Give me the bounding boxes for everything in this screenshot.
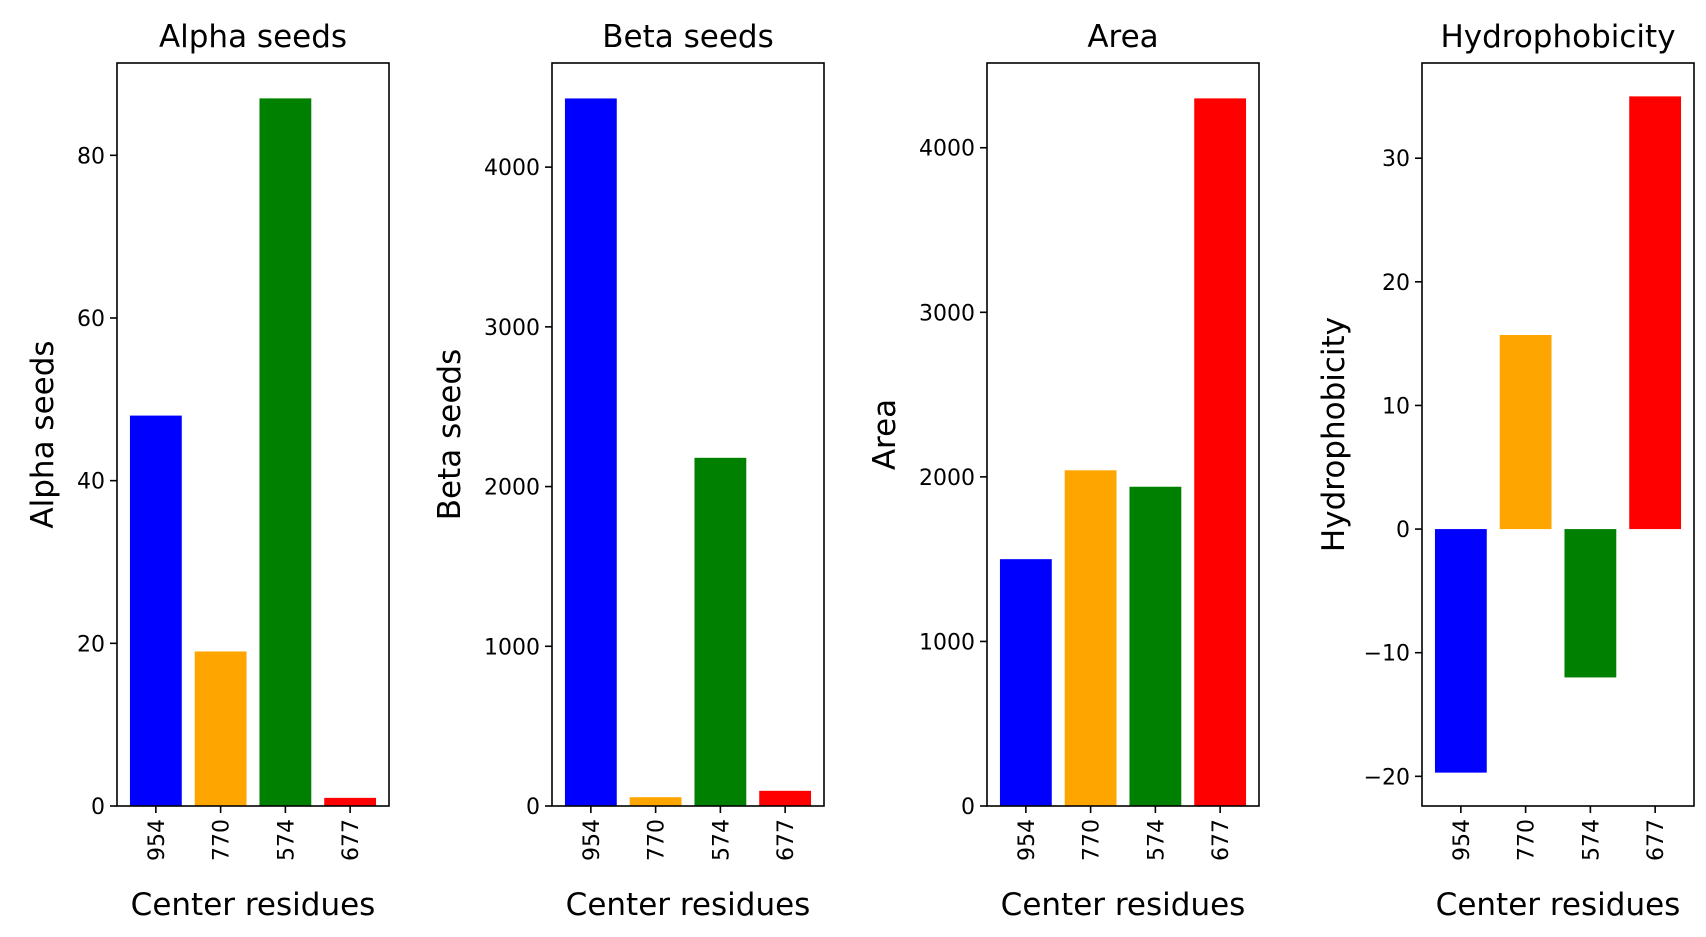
bar-954: [129, 415, 182, 806]
y-tick-label: 20: [1382, 271, 1410, 296]
bar-954: [564, 98, 617, 806]
bar-954: [999, 559, 1052, 806]
y-tick-label: 2000: [919, 466, 975, 491]
x-axis-label: Center residues: [566, 887, 811, 923]
plot-frame: [551, 62, 825, 807]
chart-panel-2: 0 1000 2000 3000 4000 954 770 574 677 Beta seeds C…: [432, 19, 825, 923]
y-axis-label: Beta seeds: [432, 349, 468, 520]
y-tick-label: 0: [1396, 518, 1410, 543]
y-tick-label: 60: [77, 307, 105, 332]
chart-panel-1: 0 20 40 60 80 954 770 574 677 Alpha seeds Center r…: [25, 19, 390, 923]
x-tick-label: 574: [1579, 819, 1604, 861]
bar-770: [1499, 334, 1552, 530]
chart-title: Hydrophobicity: [1440, 19, 1675, 55]
chart-title: Beta seeds: [602, 19, 773, 55]
bar-574: [1564, 529, 1617, 678]
x-tick-label: 770: [1080, 819, 1105, 861]
x-tick-label: 770: [645, 819, 670, 861]
chart-title: Alpha seeds: [159, 19, 347, 55]
x-tick-label: 954: [1015, 819, 1040, 861]
y-axis-label: Hydrophobicity: [1316, 317, 1352, 552]
chart-title: Area: [1087, 19, 1158, 55]
x-tick-label: 954: [1450, 819, 1475, 861]
y-axis-label: Area: [867, 399, 903, 470]
x-axis-label: Center residues: [1001, 887, 1246, 923]
bar-574: [1129, 486, 1182, 806]
y-tick-label: −10: [1364, 642, 1410, 667]
plot-frame: [1421, 62, 1695, 807]
y-tick-label: 20: [77, 632, 105, 657]
x-tick-label: 677: [774, 819, 799, 861]
y-tick-label: −20: [1364, 765, 1410, 790]
y-tick-label: 80: [77, 144, 105, 169]
y-tick-label: 10: [1382, 394, 1410, 419]
bar-677: [324, 797, 377, 806]
bar-677: [1194, 98, 1247, 806]
plot-frame: [986, 62, 1260, 807]
y-tick-label: 0: [961, 795, 975, 820]
chart-panel-4: −20 −10 0 10 20 30 954 770 574 677 Hydrophobicity C…: [1316, 19, 1695, 923]
x-tick-label: 574: [274, 819, 299, 861]
y-tick-label: 40: [77, 470, 105, 495]
bar-574: [694, 457, 747, 806]
x-tick-label: 574: [1144, 819, 1169, 861]
bar-770: [629, 797, 682, 806]
y-tick-label: 1000: [919, 630, 975, 655]
bar-770: [1064, 470, 1117, 806]
y-tick-label: 4000: [919, 137, 975, 162]
y-tick-label: 2000: [484, 476, 540, 501]
bar-677: [1629, 96, 1682, 530]
y-tick-label: 0: [526, 795, 540, 820]
x-tick-label: 770: [210, 819, 235, 861]
bar-677: [759, 790, 812, 806]
y-tick-label: 4000: [484, 156, 540, 181]
x-tick-label: 574: [709, 819, 734, 861]
y-tick-label: 3000: [919, 301, 975, 326]
x-tick-label: 677: [1209, 819, 1234, 861]
bar-770: [194, 651, 247, 806]
x-axis-label: Center residues: [1436, 887, 1681, 923]
y-tick-label: 3000: [484, 316, 540, 341]
bar-574: [259, 98, 312, 806]
y-tick-label: 30: [1382, 147, 1410, 172]
x-axis-label: Center residues: [131, 887, 376, 923]
y-axis-label: Alpha seeds: [25, 340, 61, 528]
x-tick-label: 677: [1644, 819, 1669, 861]
x-tick-label: 677: [339, 819, 364, 861]
bar-954: [1434, 529, 1487, 773]
plot-frame: [116, 62, 390, 807]
chart-panel-3: 0 1000 2000 3000 4000 954 770 574 677 Area Center …: [867, 19, 1260, 923]
y-tick-label: 1000: [484, 635, 540, 660]
x-tick-label: 770: [1515, 819, 1540, 861]
x-tick-label: 954: [145, 819, 170, 861]
x-tick-label: 954: [580, 819, 605, 861]
y-tick-label: 0: [91, 795, 105, 820]
